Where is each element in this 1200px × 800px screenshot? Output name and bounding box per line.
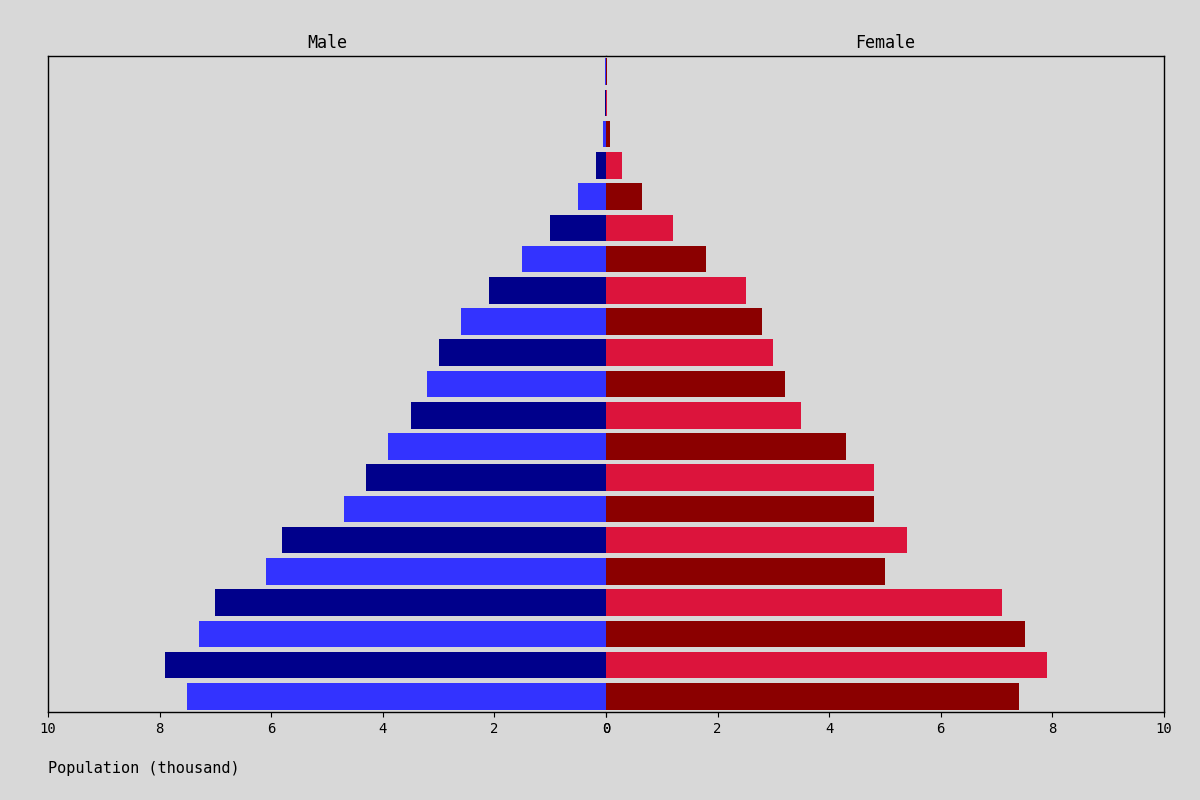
Bar bbox=[578, 183, 606, 210]
Text: Population (thousand): Population (thousand) bbox=[48, 761, 240, 776]
Bar bbox=[606, 652, 1046, 678]
Bar bbox=[606, 683, 1019, 710]
Bar bbox=[606, 277, 745, 303]
Bar bbox=[606, 527, 907, 554]
Bar bbox=[606, 590, 1002, 616]
Bar bbox=[216, 590, 606, 616]
Bar bbox=[166, 652, 606, 678]
Bar bbox=[439, 339, 606, 366]
Bar bbox=[606, 621, 1025, 647]
Bar bbox=[606, 339, 774, 366]
Bar bbox=[410, 402, 606, 429]
Bar bbox=[606, 183, 642, 210]
Bar bbox=[604, 121, 606, 147]
Bar bbox=[199, 621, 606, 647]
Bar bbox=[606, 121, 610, 147]
Bar bbox=[187, 683, 606, 710]
Bar bbox=[606, 308, 762, 335]
Bar bbox=[596, 152, 606, 178]
Bar bbox=[488, 277, 606, 303]
Bar bbox=[606, 246, 707, 272]
Title: Male: Male bbox=[307, 34, 347, 52]
Bar bbox=[606, 558, 886, 585]
Bar bbox=[366, 465, 606, 491]
Bar bbox=[265, 558, 606, 585]
Bar bbox=[606, 402, 802, 429]
Bar bbox=[522, 246, 606, 272]
Bar bbox=[461, 308, 606, 335]
Bar bbox=[606, 370, 785, 398]
Bar bbox=[606, 465, 874, 491]
Bar bbox=[343, 496, 606, 522]
Bar bbox=[551, 214, 606, 241]
Bar bbox=[606, 434, 846, 460]
Bar bbox=[606, 152, 622, 178]
Bar bbox=[282, 527, 606, 554]
Bar bbox=[389, 434, 606, 460]
Bar bbox=[606, 214, 673, 241]
Bar bbox=[606, 496, 874, 522]
Title: Female: Female bbox=[854, 34, 916, 52]
Bar bbox=[427, 370, 606, 398]
